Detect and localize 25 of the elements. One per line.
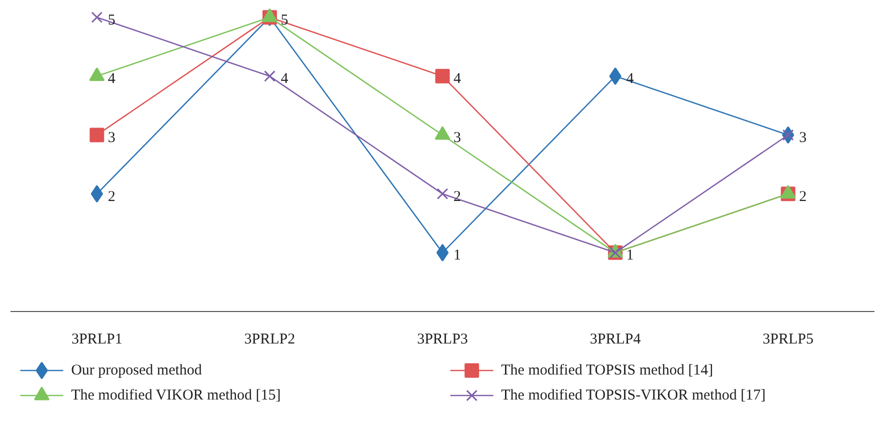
data-label: 4 — [108, 71, 116, 88]
point — [264, 70, 276, 82]
legend-label: The modified TOPSIS-VIKOR method [17] — [501, 388, 766, 404]
point — [90, 128, 104, 142]
legend-label: The modified TOPSIS method [14] — [501, 362, 714, 378]
data-label: 1 — [626, 248, 634, 264]
legend-label: The modified VIKOR method [15] — [71, 388, 281, 404]
data-label: 3 — [108, 130, 116, 146]
point — [436, 188, 448, 200]
x-tick-label: 3PRLP3 — [417, 332, 468, 348]
x-tick-label: 3PRLP2 — [244, 332, 296, 348]
point — [91, 12, 103, 24]
x-tick-label: 3PRLP4 — [590, 332, 642, 348]
data-label: 3 — [799, 130, 807, 146]
data-label: 2 — [799, 188, 807, 205]
x-tick-label: 3PRLP5 — [762, 332, 814, 348]
data-label: 4 — [454, 71, 462, 88]
data-label: 2 — [108, 188, 116, 205]
legend-label: Our proposed method — [71, 362, 202, 378]
point — [436, 244, 449, 262]
data-label: 4 — [280, 71, 289, 88]
point — [435, 68, 450, 84]
x-tick-label: 3PRLP1 — [71, 332, 122, 348]
data-label: 1 — [454, 248, 461, 264]
data-label: 3 — [454, 130, 461, 146]
